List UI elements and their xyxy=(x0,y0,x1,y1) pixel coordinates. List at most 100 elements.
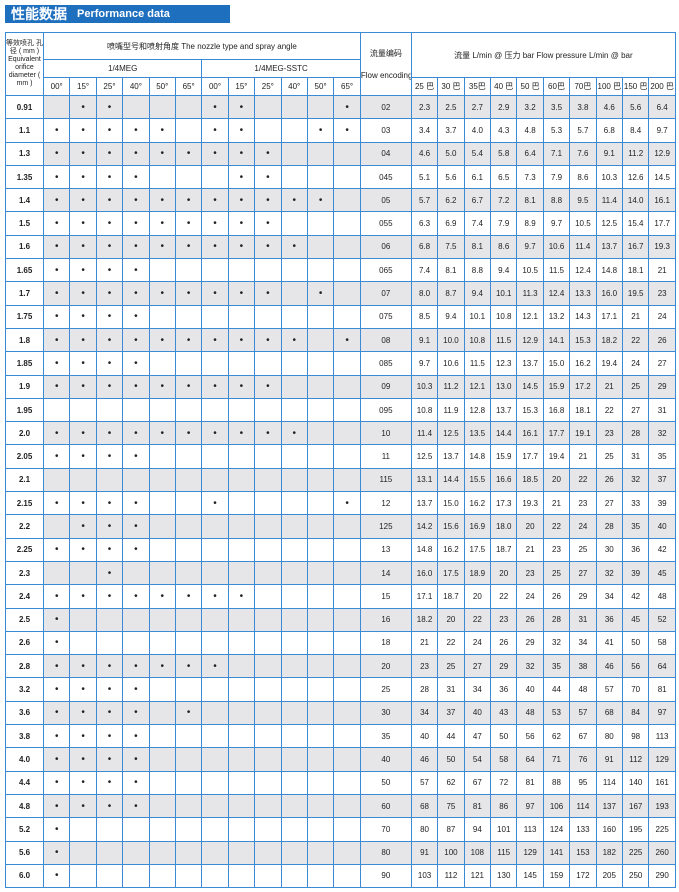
flow-value: 87 xyxy=(437,817,465,842)
angle-cell xyxy=(306,654,335,679)
orifice-diameter: 2.0 xyxy=(5,421,44,446)
angle-cell xyxy=(227,654,256,679)
availability-dot: • xyxy=(95,491,124,516)
flow-value: 81 xyxy=(648,677,676,702)
angle-cell xyxy=(306,421,335,446)
availability-dot: • xyxy=(69,537,97,562)
availability-dot: • xyxy=(42,747,71,772)
flow-value: 48 xyxy=(648,584,676,609)
flow-value: 17.7 xyxy=(542,421,571,446)
orifice-diameter: 1.7 xyxy=(5,281,44,306)
orifice-diameter: 2.6 xyxy=(5,630,44,656)
flow-value: 8.4 xyxy=(621,118,650,143)
flow-value: 4.8 xyxy=(516,118,544,143)
angle-cell xyxy=(69,467,97,493)
availability-dot: • xyxy=(306,188,335,213)
availability-dot: • xyxy=(69,444,97,469)
flow-value: 12.8 xyxy=(463,397,492,423)
flow-value: 6.3 xyxy=(410,211,439,236)
flow-value: 40 xyxy=(463,700,492,726)
flow-value: 25 xyxy=(621,374,650,399)
flow-value: 31 xyxy=(648,397,676,423)
flow-value: 140 xyxy=(621,770,650,795)
flow-value: 13.2 xyxy=(542,304,571,329)
availability-dot: • xyxy=(69,304,97,329)
flow-value: 9.4 xyxy=(463,281,492,306)
flow-value: 34 xyxy=(463,677,492,702)
availability-dot: • xyxy=(122,677,150,702)
angle-cell xyxy=(201,630,229,656)
flow-value: 27 xyxy=(569,560,597,586)
availability-dot: • xyxy=(174,700,203,726)
availability-dot: • xyxy=(42,374,71,399)
flow-value: 67 xyxy=(463,770,492,795)
flow-code: 02 xyxy=(359,94,412,120)
flow-code: 20 xyxy=(359,654,412,679)
flow-value: 12.1 xyxy=(516,304,544,329)
flow-value: 22 xyxy=(490,584,518,609)
availability-dot: • xyxy=(227,584,256,609)
angle-cell xyxy=(254,607,282,632)
angle-cell xyxy=(280,607,308,632)
orifice-diameter: 1.85 xyxy=(5,351,44,376)
flow-value: 103 xyxy=(410,863,439,889)
angle-cell xyxy=(174,444,203,469)
flow-value: 9.7 xyxy=(648,118,676,143)
availability-dot: • xyxy=(95,234,124,260)
angle-cell xyxy=(148,560,176,586)
flow-value: 15.6 xyxy=(437,514,465,539)
angle-cell xyxy=(148,817,176,842)
flow-value: 15.0 xyxy=(542,351,571,376)
flow-value: 71 xyxy=(542,747,571,772)
flow-value: 160 xyxy=(595,817,623,842)
flow-value: 25 xyxy=(595,444,623,469)
angle-cell xyxy=(306,793,335,819)
angle-cell xyxy=(306,327,335,353)
angle-cell xyxy=(254,304,282,329)
angle-cell xyxy=(122,840,150,865)
angle-cell xyxy=(174,304,203,329)
flow-value: 3.7 xyxy=(437,118,465,143)
availability-dot: • xyxy=(122,141,150,166)
flow-value: 56 xyxy=(516,724,544,749)
flow-value: 11.4 xyxy=(595,188,623,213)
availability-dot: • xyxy=(42,724,71,749)
angle-cell xyxy=(95,467,124,493)
availability-dot: • xyxy=(42,118,71,143)
flow-value: 6.4 xyxy=(648,94,676,120)
flow-value: 27 xyxy=(463,654,492,679)
availability-dot: • xyxy=(42,351,71,376)
pressure-header: 150 巴 xyxy=(621,77,650,96)
flow-value: 14.2 xyxy=(410,514,439,539)
angle-header: 50° xyxy=(148,77,176,96)
angle-cell xyxy=(227,700,256,726)
angle-cell xyxy=(280,724,308,749)
flow-value: 5.6 xyxy=(437,164,465,190)
flow-value: 14.4 xyxy=(437,467,465,493)
flow-value: 72 xyxy=(490,770,518,795)
flow-value: 7.5 xyxy=(437,234,465,260)
angle-cell xyxy=(201,724,229,749)
availability-dot: • xyxy=(42,141,71,166)
pressure-header: 25 巴 xyxy=(410,77,439,96)
angle-cell xyxy=(42,397,71,423)
flow-value: 23 xyxy=(490,607,518,632)
flow-value: 25 xyxy=(569,537,597,562)
angle-cell xyxy=(333,188,361,213)
availability-dot: • xyxy=(122,491,150,516)
flow-code: 08 xyxy=(359,327,412,353)
flow-value: 16.0 xyxy=(410,560,439,586)
availability-dot: • xyxy=(95,724,124,749)
flow-value: 167 xyxy=(621,793,650,819)
angle-cell xyxy=(174,258,203,283)
angle-cell xyxy=(280,94,308,120)
angle-header: 25° xyxy=(95,77,124,96)
angle-cell xyxy=(227,724,256,749)
angle-cell xyxy=(333,607,361,632)
angle-cell xyxy=(95,817,124,842)
availability-dot: • xyxy=(122,537,150,562)
availability-dot: • xyxy=(42,281,71,306)
orifice-diameter: 1.6 xyxy=(5,234,44,260)
flow-value: 94 xyxy=(463,817,492,842)
flow-value: 35 xyxy=(648,444,676,469)
